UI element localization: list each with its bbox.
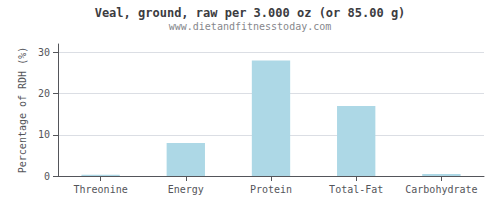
svg-text:Veal, ground, raw per 3.000 oz: Veal, ground, raw per 3.000 oz (or 85.00… bbox=[95, 6, 406, 20]
svg-text:Protein: Protein bbox=[250, 184, 292, 195]
svg-text:Energy: Energy bbox=[168, 184, 204, 195]
svg-text:Total-Fat: Total-Fat bbox=[329, 184, 383, 195]
svg-text:Carbohydrate: Carbohydrate bbox=[405, 184, 477, 195]
svg-text:Percentage of RDH (%): Percentage of RDH (%) bbox=[17, 47, 28, 173]
svg-text:20: 20 bbox=[38, 88, 50, 99]
svg-text:www.dietandfitnesstoday.com: www.dietandfitnesstoday.com bbox=[169, 21, 332, 32]
svg-text:Threonine: Threonine bbox=[74, 184, 128, 195]
svg-text:30: 30 bbox=[38, 47, 50, 58]
svg-text:10: 10 bbox=[38, 129, 50, 140]
svg-text:0: 0 bbox=[44, 171, 50, 182]
